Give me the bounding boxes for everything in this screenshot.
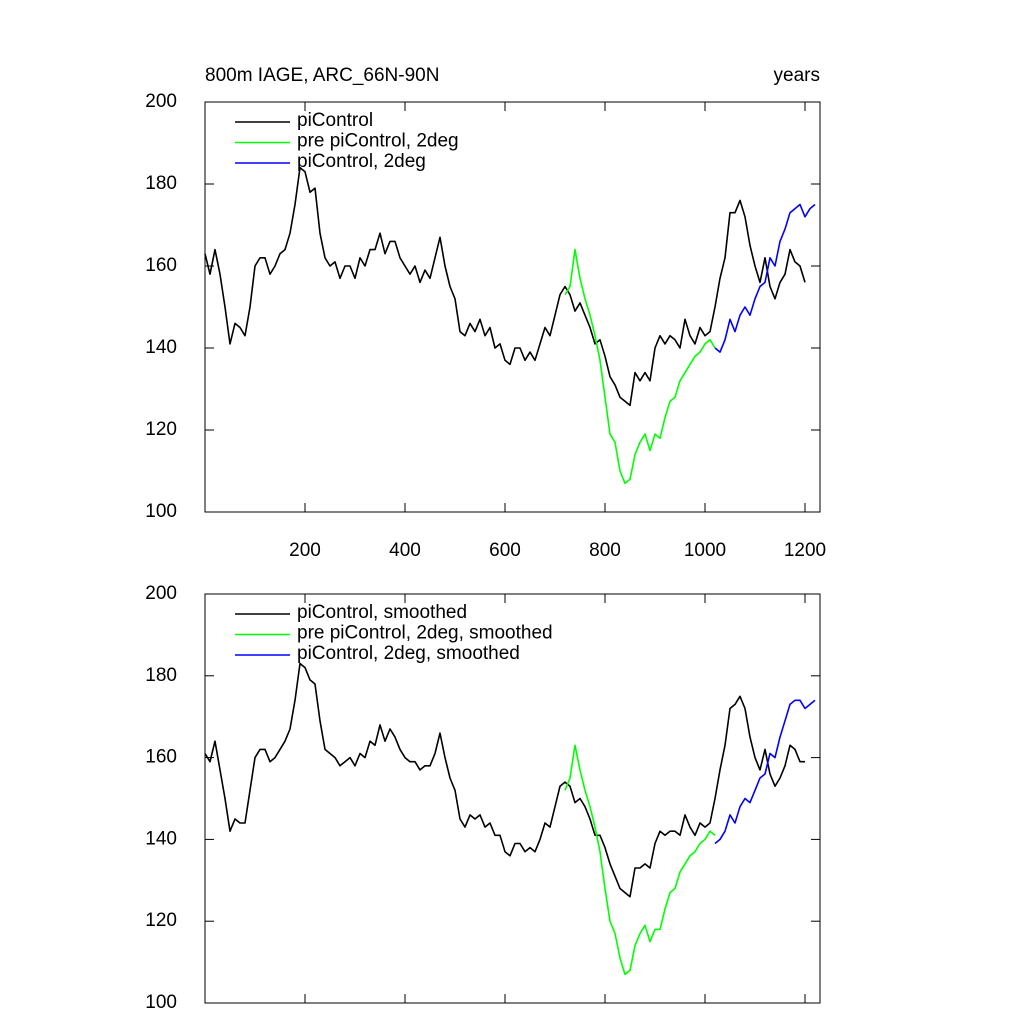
legend-label: piControl, smoothed — [297, 602, 467, 623]
units-label: years — [774, 65, 820, 86]
data-line — [564, 248, 716, 485]
y-tick-label: 200 — [145, 583, 177, 604]
data-line — [204, 166, 806, 407]
plot-frame — [204, 101, 821, 513]
legend-label: piControl — [297, 110, 373, 131]
data-line — [714, 699, 816, 845]
x-tick-label: 600 — [489, 540, 521, 561]
y-tick-label: 140 — [145, 828, 177, 849]
y-tick-label: 200 — [145, 91, 177, 112]
data-line — [204, 662, 805, 898]
legend-label: pre piControl, 2deg — [297, 131, 459, 152]
data-line — [564, 744, 716, 976]
legend-label: pre piControl, 2deg, smoothed — [297, 623, 553, 644]
legend-label: piControl, 2deg — [297, 151, 426, 172]
y-tick-label: 100 — [145, 501, 177, 522]
y-tick-label: 120 — [145, 910, 177, 931]
x-tick-label: 400 — [389, 540, 421, 561]
legend-label: piControl, 2deg, smoothed — [297, 643, 520, 664]
chart-title: 800m IAGE, ARC_66N-90N — [205, 65, 439, 86]
x-tick-label: 1200 — [784, 540, 826, 561]
x-tick-label: 800 — [589, 540, 621, 561]
y-tick-label: 160 — [145, 747, 177, 768]
y-tick-label: 180 — [145, 665, 177, 686]
y-tick-label: 180 — [145, 173, 177, 194]
y-tick-label: 100 — [145, 992, 177, 1013]
plot-frame — [204, 593, 821, 1004]
data-line — [714, 203, 816, 353]
y-tick-label: 120 — [145, 419, 177, 440]
x-tick-label: 1000 — [684, 540, 726, 561]
y-tick-label: 160 — [145, 255, 177, 276]
x-tick-label: 200 — [289, 540, 321, 561]
y-tick-label: 140 — [145, 337, 177, 358]
